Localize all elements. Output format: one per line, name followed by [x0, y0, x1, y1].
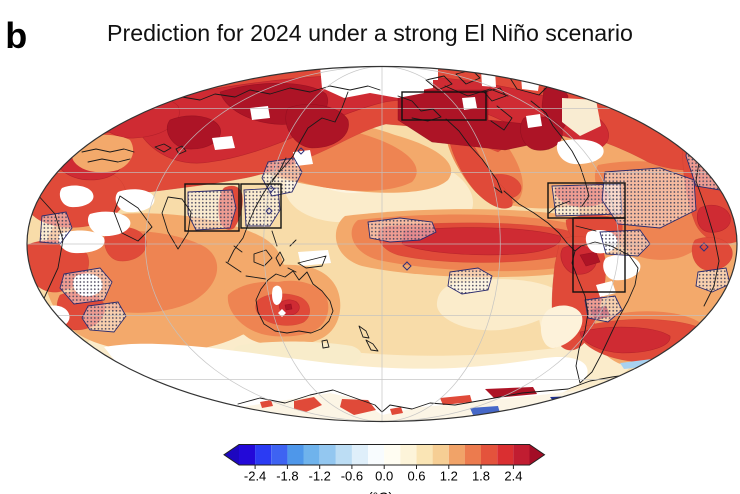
svg-text:0.6: 0.6 [407, 469, 425, 484]
svg-text:-1.8: -1.8 [276, 469, 298, 484]
svg-text:1.8: 1.8 [472, 469, 490, 484]
svg-text:-2.4: -2.4 [244, 469, 266, 484]
svg-text:-1.2: -1.2 [308, 469, 330, 484]
svg-text:2.4: 2.4 [504, 469, 522, 484]
svg-text:(°C): (°C) [368, 489, 393, 494]
svg-text:1.2: 1.2 [440, 469, 458, 484]
svg-text:-0.6: -0.6 [341, 469, 363, 484]
svg-text:0.0: 0.0 [375, 469, 393, 484]
